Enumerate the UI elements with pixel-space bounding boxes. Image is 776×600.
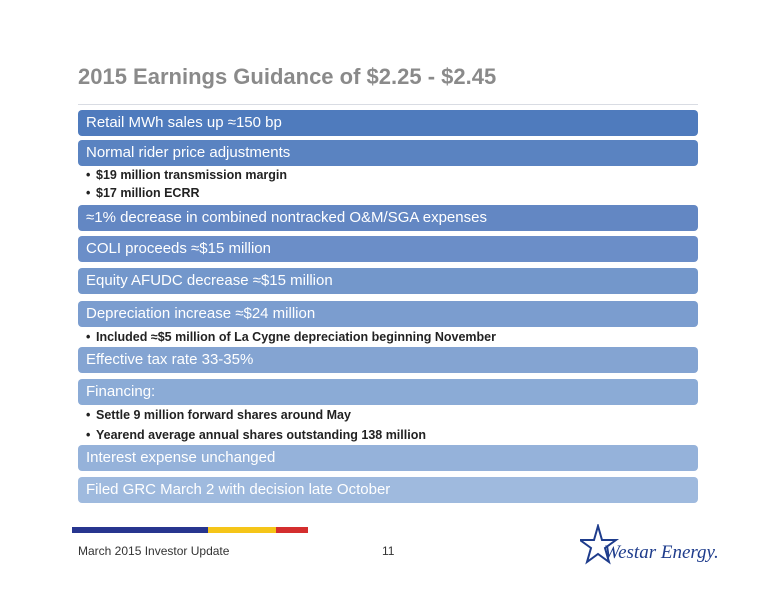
sub-bullet: • $19 million transmission margin: [86, 168, 288, 182]
sub-bullet: • Yearend average annual shares outstandi…: [86, 428, 426, 442]
footer-stripe-blue: [72, 527, 208, 533]
sub-bullet: • Settle 9 million forward shares around …: [86, 408, 351, 422]
guidance-item-label: Effective tax rate 33-35%: [86, 351, 254, 368]
guidance-item-label: COLI proceeds ≈$15 million: [86, 240, 271, 257]
guidance-item-label: Interest expense unchanged: [86, 449, 276, 466]
guidance-item-label: Retail MWh sales up ≈150 bp: [86, 114, 282, 131]
star-icon: [580, 524, 620, 565]
guidance-item-grc: Filed GRC March 2 with decision late Oct…: [78, 477, 698, 503]
page-number: 11: [382, 544, 395, 558]
guidance-item-label: ≈1% decrease in combined nontracked O&M/…: [86, 209, 487, 226]
sub-bullet-text: Included ≈$5 million of La Cygne depreci…: [96, 330, 496, 344]
guidance-item-coli: COLI proceeds ≈$15 million: [78, 236, 698, 262]
footer-stripe-yellow: [208, 527, 276, 533]
guidance-item-interest: Interest expense unchanged: [78, 445, 698, 471]
guidance-item-financing: Financing:: [78, 379, 698, 405]
company-logo: [580, 524, 620, 565]
sub-bullet: • Included ≈$5 million of La Cygne deprec…: [86, 330, 496, 344]
sub-bullet-text: Yearend average annual shares outstandin…: [96, 428, 426, 442]
sub-bullet-text: Settle 9 million forward shares around M…: [96, 408, 351, 422]
footer-stripe-red: [276, 527, 308, 533]
guidance-item-label: Depreciation increase ≈$24 million: [86, 305, 316, 322]
footer-caption: March 2015 Investor Update: [78, 544, 230, 558]
guidance-item-om-expenses: ≈1% decrease in combined nontracked O&M/…: [78, 205, 698, 231]
guidance-item-label: Normal rider price adjustments: [86, 144, 291, 161]
guidance-item-label: Equity AFUDC decrease ≈$15 million: [86, 272, 333, 289]
page-title: 2015 Earnings Guidance of $2.25 - $2.45: [78, 64, 497, 89]
guidance-item-afudc: Equity AFUDC decrease ≈$15 million: [78, 268, 698, 294]
title-divider: [78, 104, 698, 105]
guidance-item-rider-price: Normal rider price adjustments: [78, 140, 698, 166]
guidance-item-label: Financing:: [86, 383, 156, 400]
sub-bullet: • $17 million ECRR: [86, 186, 200, 200]
sub-bullet-text: $19 million transmission margin: [96, 168, 288, 182]
logo-wordmark: Westar Energy.: [604, 542, 719, 563]
guidance-item-label: Filed GRC March 2 with decision late Oct…: [86, 481, 391, 498]
guidance-item-retail-sales: Retail MWh sales up ≈150 bp: [78, 110, 698, 136]
guidance-item-depreciation: Depreciation increase ≈$24 million: [78, 301, 698, 327]
guidance-item-tax-rate: Effective tax rate 33-35%: [78, 347, 698, 373]
sub-bullet-text: $17 million ECRR: [96, 186, 200, 200]
